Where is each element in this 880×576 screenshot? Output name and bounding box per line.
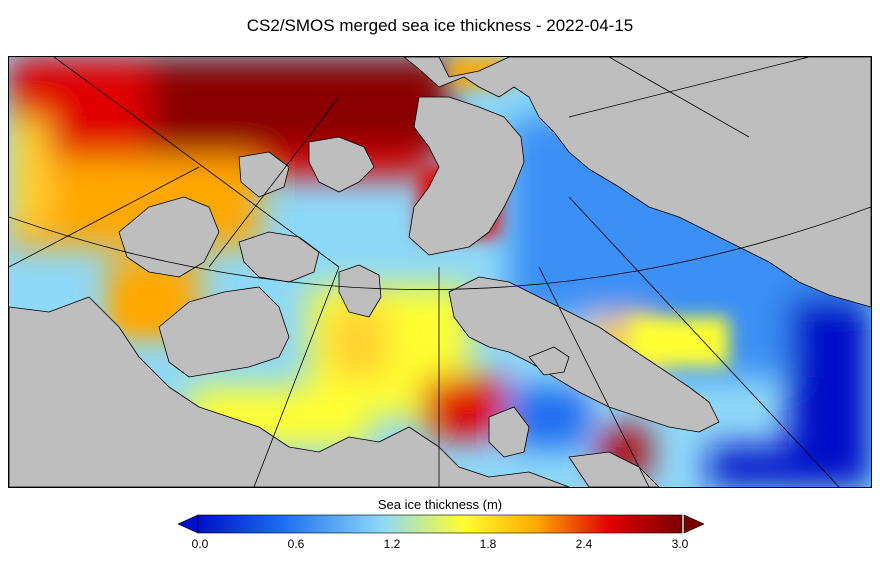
colorbar-min-arrow <box>177 514 199 534</box>
colorbar-tick: 2.4 <box>575 537 593 551</box>
colorbar-tick: 0.0 <box>191 537 209 551</box>
colorbar-tick: 1.2 <box>383 537 401 551</box>
colorbar-tick: 3.0 <box>671 537 689 551</box>
colorbar <box>177 512 705 536</box>
colorbar-label: Sea ice thickness (m) <box>377 497 503 512</box>
colorbar-tick: 1.8 <box>479 537 497 551</box>
colorbar-tick: 0.6 <box>287 537 305 551</box>
map-title: CS2/SMOS merged sea ice thickness - 2022… <box>246 16 634 35</box>
colorbar-gradient <box>197 514 683 534</box>
graticule <box>9 57 871 487</box>
colorbar-ticks: 0.0 0.6 1.2 1.8 2.4 3.0 <box>0 537 880 553</box>
colorbar-max-arrow <box>683 514 705 534</box>
sea-ice-thickness-map <box>8 56 872 488</box>
